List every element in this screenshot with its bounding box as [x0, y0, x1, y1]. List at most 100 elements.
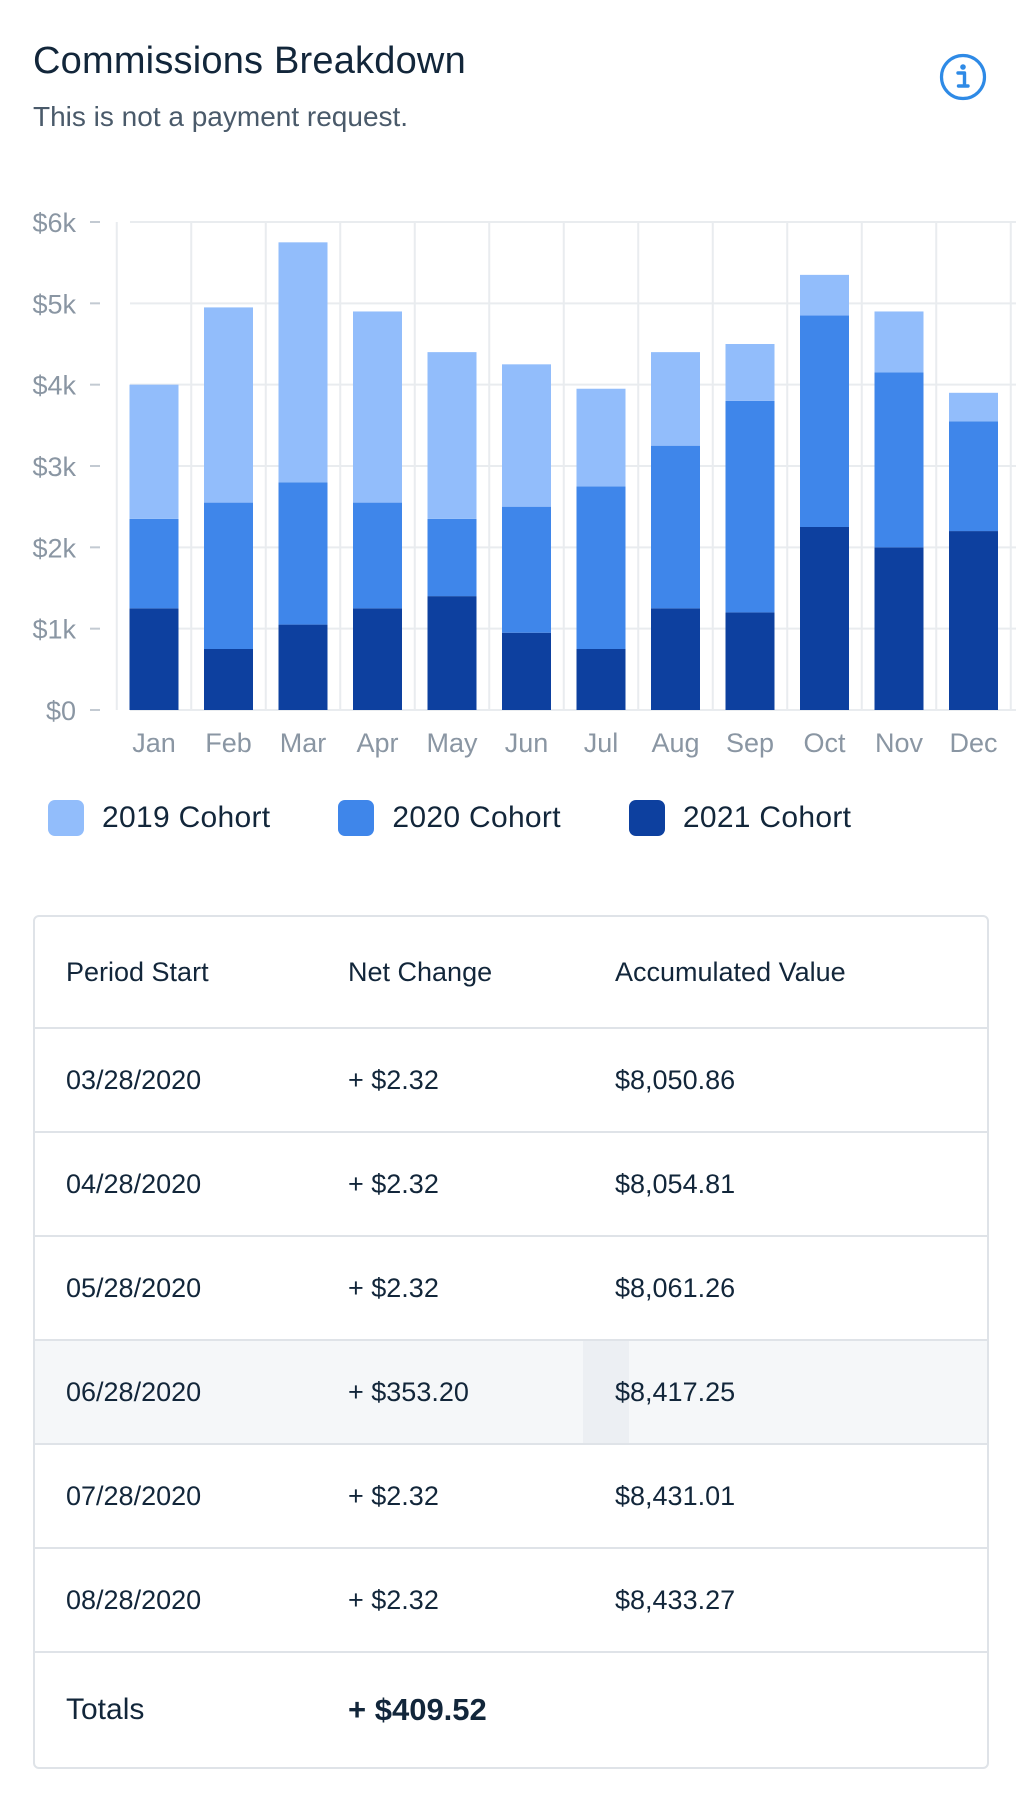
net-change-cell: + $2.32 [348, 1272, 439, 1303]
row-hover-highlight [583, 1341, 629, 1443]
bar-segment-2019-cohort [129, 384, 179, 519]
y-tick-label: $5k [32, 289, 76, 319]
info-circle-icon [939, 53, 987, 101]
x-tick-label: May [426, 728, 478, 758]
x-tick-label: Jan [132, 728, 176, 758]
accumulated-value-cell: $8,050.86 [615, 1064, 736, 1095]
totals-row: Totals + $409.52 [35, 1653, 987, 1767]
x-tick-label: Dec [949, 728, 997, 758]
bar-segment-2020-cohort [725, 400, 775, 613]
bar-segment-2020-cohort [353, 502, 402, 609]
bar-segment-2019-cohort [651, 352, 700, 446]
period-start-cell: 08/28/2020 [66, 1584, 202, 1615]
bar-segment-2019-cohort [427, 352, 477, 519]
period-start-cell: 07/28/2020 [66, 1480, 202, 1511]
header-period-start: Period Start [66, 956, 209, 987]
bar-segment-2019-cohort [353, 311, 402, 503]
net-change-cell: + $2.32 [348, 1064, 439, 1095]
accumulated-value-cell: $8,433.27 [615, 1584, 736, 1615]
legend-swatch-2021 [628, 800, 665, 836]
bar-segment-2020-cohort [502, 506, 551, 633]
commissions-table: Period Start Net Change Accumulated Valu… [33, 915, 989, 1769]
totals-label: Totals [66, 1693, 145, 1726]
bar-segment-2019-cohort [800, 274, 849, 316]
bar-segment-2021-cohort [874, 547, 924, 710]
bar-segment-2019-cohort [502, 364, 551, 507]
bar-segment-2020-cohort [427, 518, 477, 597]
x-tick-label: Apr [356, 728, 398, 758]
y-tick-label: $4k [32, 371, 76, 401]
y-tick-label: $6k [32, 208, 76, 238]
table-row[interactable]: 04/28/2020 + $2.32 $8,054.81 [35, 1133, 987, 1237]
bar-segment-2019-cohort [725, 344, 775, 401]
legend-label-2020: 2020 Cohort [392, 801, 561, 834]
bar-segment-2020-cohort [129, 518, 179, 609]
net-change-cell: + $2.32 [348, 1168, 439, 1199]
table-row-highlighted[interactable]: 06/28/2020 + $353.20 $8,417.25 [35, 1341, 987, 1445]
x-tick-label: Oct [803, 728, 846, 758]
bar-segment-2020-cohort [949, 421, 998, 532]
bar-segment-2021-cohort [278, 624, 328, 710]
accumulated-value-cell: $8,431.01 [615, 1480, 736, 1511]
bar-segment-2020-cohort [278, 482, 328, 625]
bar-segment-2019-cohort [204, 307, 253, 503]
table-header-row: Period Start Net Change Accumulated Valu… [35, 917, 987, 1029]
header-net-change: Net Change [348, 956, 493, 987]
legend-label-2021: 2021 Cohort [682, 801, 852, 834]
bar-segment-2020-cohort [800, 315, 849, 527]
x-tick-label: Jul [584, 728, 619, 758]
bar-segment-2021-cohort [800, 527, 849, 710]
x-tick-label: Sep [726, 728, 774, 758]
bar-segment-2020-cohort [576, 486, 626, 649]
accumulated-value-cell: $8,061.26 [615, 1272, 736, 1303]
bar-segment-2021-cohort [576, 649, 626, 710]
accumulated-value-cell: $8,054.81 [615, 1168, 736, 1199]
x-tick-label: Aug [651, 728, 699, 758]
x-tick-label: Jun [505, 728, 549, 758]
net-change-cell: + $2.32 [348, 1584, 439, 1615]
x-tick-label: Mar [280, 728, 327, 758]
totals-value: + $409.52 [348, 1692, 487, 1727]
bar-segment-2021-cohort [353, 608, 402, 710]
bar-segment-2021-cohort [427, 596, 477, 710]
legend-swatch-2019 [48, 800, 84, 836]
legend-swatch-2020 [338, 800, 375, 836]
x-tick-label: Nov [875, 728, 924, 758]
period-start-cell: 05/28/2020 [66, 1272, 202, 1303]
table-row[interactable]: 03/28/2020 + $2.32 $8,050.86 [35, 1029, 987, 1133]
x-tick-label: Feb [205, 728, 252, 758]
legend-item-2020: 2020 Cohort [338, 800, 561, 836]
bar-segment-2020-cohort [874, 372, 924, 548]
legend-item-2021: 2021 Cohort [628, 800, 852, 836]
y-tick-label: $2k [32, 533, 76, 563]
page-title: Commissions Breakdown [33, 40, 466, 82]
stacked-bar-chart: $0 $1k $2k $3k $4k $5k $6k Jan Feb Mar Apr May Jun Ju… [32, 208, 1016, 758]
bar-segment-2021-cohort [502, 632, 551, 710]
table-row[interactable]: 05/28/2020 + $2.32 $8,061.26 [35, 1237, 987, 1341]
y-tick-label: $1k [32, 615, 76, 645]
header: Commissions Breakdown This is not a paym… [33, 40, 993, 133]
y-tick-label: $0 [46, 696, 76, 726]
period-start-cell: 03/28/2020 [66, 1064, 202, 1095]
bar-segment-2021-cohort [651, 608, 700, 710]
legend-label-2019: 2019 Cohort [102, 801, 271, 834]
net-change-cell: + $353.20 [348, 1376, 469, 1407]
period-start-cell: 06/28/2020 [66, 1376, 202, 1407]
table-row[interactable]: 07/28/2020 + $2.32 $8,431.01 [35, 1445, 987, 1549]
bar-segment-2020-cohort [651, 445, 700, 609]
bar-segment-2020-cohort [204, 502, 253, 649]
bar-segment-2019-cohort [278, 242, 328, 483]
table-row[interactable]: 08/28/2020 + $2.32 $8,433.27 [35, 1549, 987, 1653]
legend-item-2019: 2019 Cohort [48, 800, 270, 836]
bar-segment-2021-cohort [129, 608, 179, 710]
bar-segment-2019-cohort [949, 392, 998, 422]
bar-segment-2019-cohort [576, 388, 626, 487]
bar-segment-2021-cohort [949, 531, 998, 710]
period-start-cell: 04/28/2020 [66, 1168, 202, 1199]
info-button[interactable] [938, 52, 988, 102]
bar-segment-2021-cohort [204, 649, 253, 710]
bar-segment-2021-cohort [725, 612, 775, 710]
chart-legend: 2019 Cohort 2020 Cohort 2021 Cohort [48, 800, 919, 836]
accumulated-value-cell: $8,417.25 [615, 1376, 736, 1407]
